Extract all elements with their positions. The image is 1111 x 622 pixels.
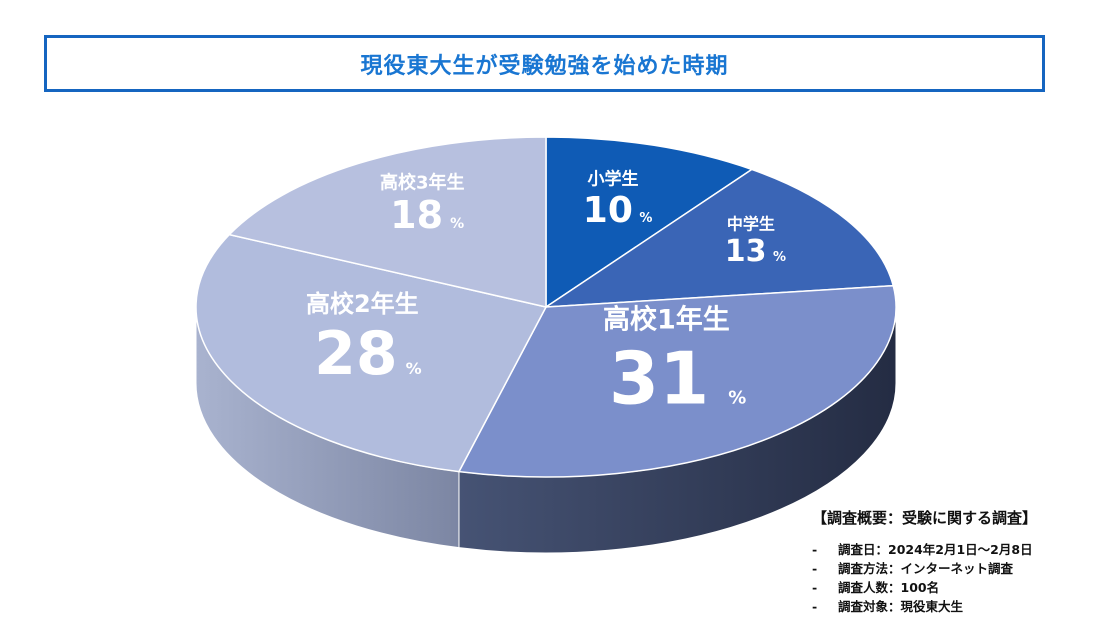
pie-slice [457,284,897,478]
pie-slice [543,168,895,308]
survey-item: - 調査方法：インターネット調査 [812,561,1014,576]
survey-summary: 【調査概要：受験に関する調査】 - 調査日：2024年2月1日～2月8日 - 調査方… [812,507,1102,616]
slice-label: 高校3年生 [380,172,465,194]
slice-unit: % [406,359,422,378]
slice-value: 13 [725,234,767,269]
slice-unit: % [450,216,464,232]
survey-item: - 調査人数：100名 [812,580,940,595]
pie-slice [545,136,754,309]
slice-unit: % [728,388,746,409]
slice-label: 高校1年生 [603,304,730,336]
slice-label: 中学生 [727,215,775,234]
survey-item: - 調査対象：現役東大生 [812,599,964,614]
survey-title: 【調査概要：受験に関する調査】 [812,509,1038,527]
survey-item: - 調査日：2024年2月1日～2月8日 [812,542,1033,557]
pie-slice [227,136,547,308]
slice-unit: % [773,250,786,265]
slice-label: 高校2年生 [306,290,419,318]
chart-title: 現役東大生が受験勉強を始めた時期 [360,53,729,79]
survey-list: - 調査日：2024年2月1日～2月8日 - 調査方法：インターネット調査 - 調査人… [812,540,1102,616]
title-box: 現役東大生が受験勉強を始めた時期 [44,35,1045,92]
slice-value: 10 [583,190,633,231]
slice-unit: % [639,211,652,226]
slice-value: 31 [609,337,709,421]
slice-value: 18 [390,193,443,237]
slice-value: 28 [314,319,398,389]
pie-slice [195,233,548,473]
slice-label: 小学生 [588,168,639,189]
